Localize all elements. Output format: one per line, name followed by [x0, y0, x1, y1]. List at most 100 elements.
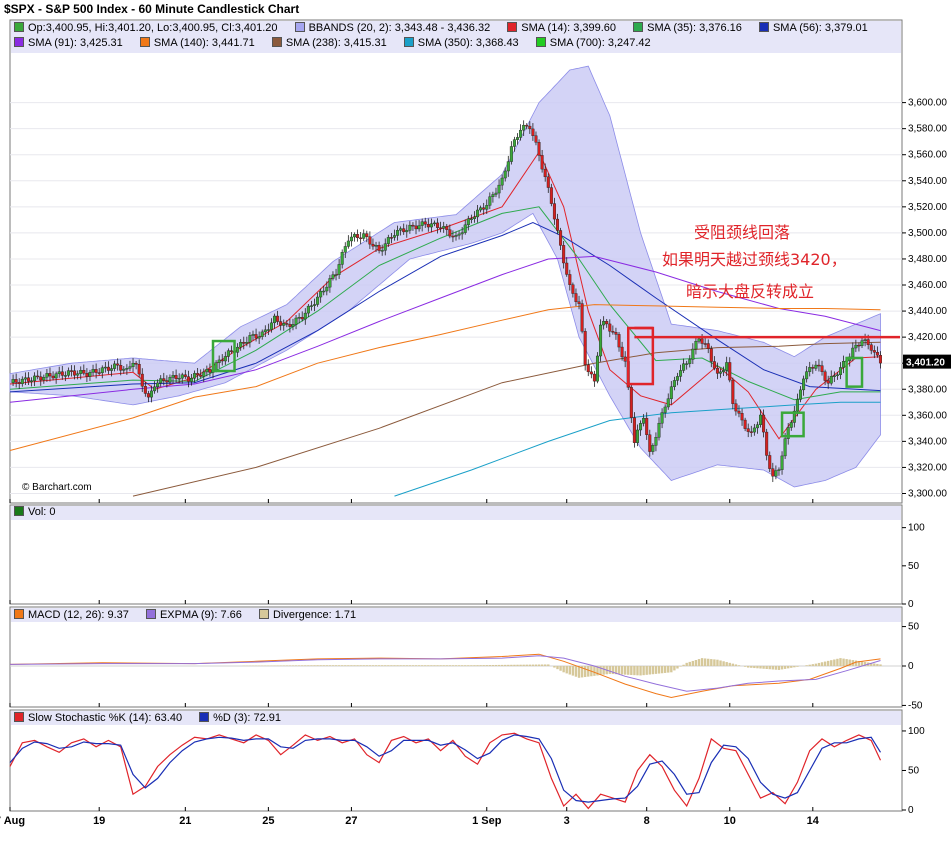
- legend-expma: EXPMA (9): 7.66: [159, 609, 242, 621]
- last-price-tag: [903, 354, 951, 369]
- macd-divergence-bar: [374, 665, 378, 666]
- macd-divergence-bar: [525, 664, 528, 666]
- candle-body: [479, 207, 483, 211]
- candle-body: [759, 414, 763, 425]
- macd-divergence-bar: [854, 660, 858, 666]
- candle-body: [842, 361, 846, 368]
- macd-tick-label: 0: [908, 661, 914, 672]
- price-tick-label: 3,560.00: [908, 150, 947, 161]
- panel-legend-band: [11, 608, 901, 622]
- candle-body: [706, 343, 710, 349]
- candle-body: [580, 303, 584, 332]
- candle-body: [639, 423, 643, 431]
- macd-divergence-bar: [771, 666, 775, 670]
- price-tick-label: 3,300.00: [908, 488, 947, 499]
- candle-body: [589, 371, 593, 375]
- macd-divergence-bar: [814, 663, 818, 666]
- legend-sma140: SMA (140): 3,441.71: [153, 37, 255, 49]
- vol-legend: Vol: 0: [12, 506, 56, 518]
- candle-body: [494, 192, 498, 195]
- candle-body: [23, 377, 27, 380]
- candle-body: [734, 403, 738, 412]
- candle-body: [288, 324, 292, 327]
- stoch-tick-label: 50: [908, 765, 920, 776]
- macd-divergence-bar: [313, 665, 316, 666]
- macd-divergence-bar: [636, 666, 639, 676]
- candle-body: [392, 235, 396, 238]
- candle-body: [432, 222, 436, 225]
- macd-divergence-bar: [405, 665, 408, 666]
- candle-body: [835, 374, 839, 376]
- macd-divergence-bar: [786, 666, 790, 669]
- legend-stoch-k: Slow Stochastic %K (14): 63.40: [28, 712, 183, 724]
- macd-divergence-bar: [377, 665, 381, 666]
- candle-body: [386, 237, 390, 244]
- candle-body: [319, 290, 323, 298]
- macd-divergence-bar: [562, 666, 565, 673]
- macd-divergence-bar: [442, 665, 445, 666]
- legend-divergence: Divergence: 1.71: [272, 609, 357, 621]
- candle-body: [817, 364, 821, 367]
- candle-body: [159, 378, 163, 384]
- macd-divergence-bar: [716, 659, 719, 666]
- candle-body: [506, 161, 510, 172]
- annotation-line-1: 受阻颈线回落: [694, 223, 791, 242]
- candle-body: [199, 374, 203, 377]
- price-tick-label: 3,360.00: [908, 410, 947, 421]
- candle-body: [595, 355, 599, 382]
- candle-body: [749, 431, 753, 433]
- macd-divergence-bar: [737, 665, 741, 666]
- candle-body: [368, 236, 372, 245]
- macd-divergence-bar: [328, 665, 332, 666]
- candle-body: [54, 373, 58, 379]
- candle-body: [485, 205, 489, 210]
- legend-swatch-sma140: [139, 37, 150, 47]
- candle-body: [777, 469, 781, 471]
- price-tick-label: 3,320.00: [908, 462, 947, 473]
- candle-body: [57, 371, 61, 374]
- macd-divergence-bar: [356, 665, 359, 666]
- macd-divergence-bar: [673, 666, 676, 671]
- highlight-box: [845, 356, 864, 388]
- legend-swatch-sma56: [758, 22, 769, 32]
- legend-swatch-ohlc: [14, 22, 24, 32]
- macd-divergence-bar: [780, 666, 784, 670]
- candle-body: [789, 422, 793, 428]
- candle-body: [562, 245, 566, 264]
- x-tick-label: 21: [179, 815, 191, 827]
- macd-divergence-bar: [753, 666, 756, 669]
- panel-frame: [9, 504, 903, 605]
- macd-divergence-bar: [344, 665, 347, 666]
- macd-divergence-bar: [762, 666, 765, 669]
- candle-body: [242, 341, 246, 344]
- candle-body: [153, 386, 157, 392]
- macd-divergence-bar: [350, 665, 353, 666]
- candle-body: [389, 237, 393, 239]
- price-tick-label: 3,440.00: [908, 306, 947, 317]
- legend-sma238: SMA (238): 3,415.31: [285, 37, 387, 49]
- candle-body: [712, 361, 716, 369]
- candle-body: [851, 347, 855, 358]
- price-legend-row-2: SMA (91): 3,425.31 SMA (140): 3,441.71 S…: [12, 37, 651, 49]
- overlay-sma-56-: [9, 221, 881, 393]
- x-tick-label: 27: [345, 815, 357, 827]
- macd-divergence-bar: [470, 665, 473, 666]
- macd-divergence-bar: [811, 664, 814, 666]
- candle-body: [540, 155, 544, 170]
- candle-body: [313, 304, 317, 306]
- candle-body: [752, 427, 756, 433]
- candle-body: [878, 355, 882, 364]
- candle-body: [549, 187, 553, 204]
- panel-legend-band: [11, 21, 901, 53]
- candle-body: [282, 323, 286, 326]
- candle-body: [571, 284, 575, 294]
- macd-divergence-bar: [725, 662, 728, 666]
- macd-divergence-bar: [691, 660, 695, 666]
- candle-body: [448, 229, 452, 237]
- candle-body: [457, 233, 461, 236]
- macd-divergence-bar: [467, 665, 470, 666]
- candle-body: [309, 305, 313, 307]
- candle-body: [51, 375, 55, 379]
- macd-divergence-bar: [568, 666, 572, 675]
- candle-body: [383, 243, 387, 251]
